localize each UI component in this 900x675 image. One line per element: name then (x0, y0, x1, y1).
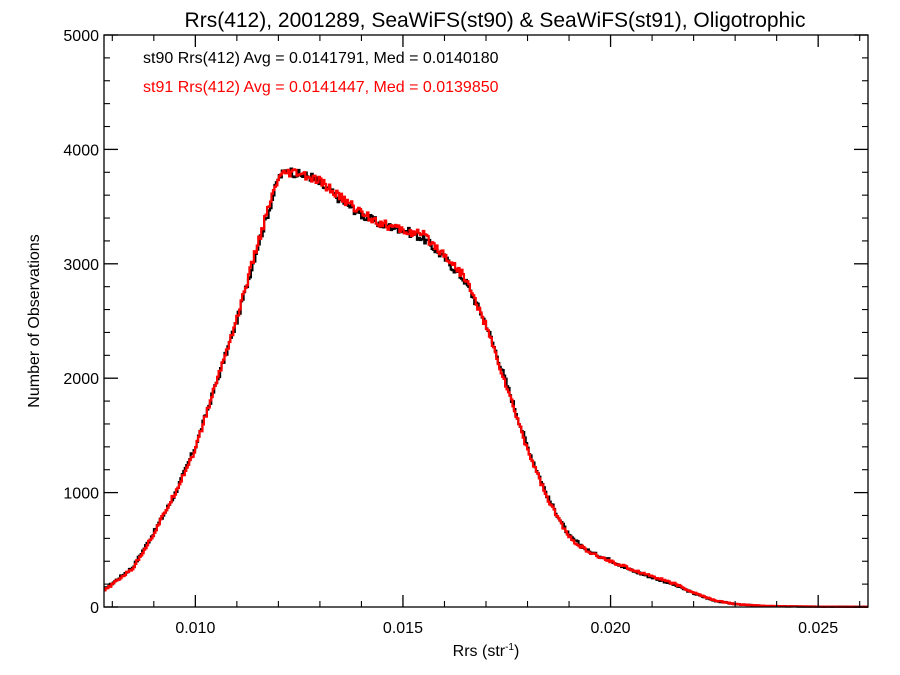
x-axis-label-superscript: -1 (505, 642, 514, 653)
y-tick-label: 2000 (63, 371, 99, 388)
y-axis-label: Number of Observations (26, 234, 43, 407)
y-tick-label: 1000 (63, 486, 99, 503)
y-tick-label: 3000 (63, 257, 99, 274)
y-tick-label: 0 (90, 600, 99, 617)
annotation-st91-text: st91 Rrs(412) Avg = 0.0141447, Med = 0.0… (143, 79, 499, 96)
y-axis-ticks: 0 1000 2000 3000 4000 5000 (63, 28, 868, 617)
annotation-st90: st90 Rrs(412) Avg = 0.0141791, Med = 0.0… (143, 50, 499, 67)
x-axis-label-suffix: ) (514, 643, 519, 660)
series-line-2 (104, 168, 868, 608)
x-tick-label: 0.010 (175, 620, 215, 637)
x-tick-label: 0.015 (383, 620, 423, 637)
series-line-1 (104, 167, 868, 608)
series-layer (104, 167, 868, 608)
annotation-st90-text: st90 Rrs(412) Avg = 0.0141791, Med = 0.0… (143, 50, 499, 67)
x-axis-ticks: 0.010 0.015 0.020 0.025 (111, 35, 861, 637)
x-tick-label: 0.020 (591, 620, 631, 637)
x-tick-label: 0.025 (798, 620, 838, 637)
annotation-st91: st91 Rrs(412) Avg = 0.0141447, Med = 0.0… (143, 79, 499, 96)
x-axis-label-main: Rrs (str (453, 643, 506, 660)
y-tick-label: 4000 (63, 142, 99, 159)
x-axis-label: Rrs (str-1) (453, 642, 520, 660)
chart-title: Rrs(412), 2001289, SeaWiFS(st90) & SeaWi… (185, 9, 806, 32)
y-tick-label: 5000 (63, 28, 99, 45)
